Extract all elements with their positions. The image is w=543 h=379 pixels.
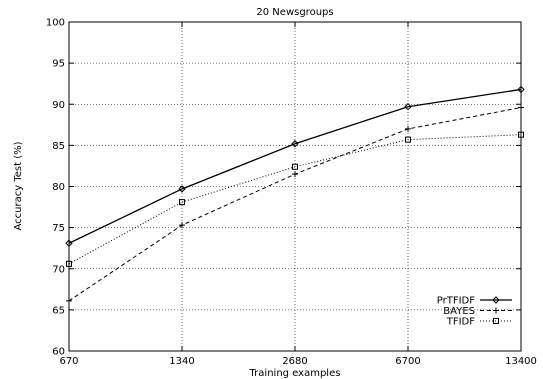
x-tick-label: 13400 [505, 356, 537, 367]
x-tick-label: 2680 [282, 356, 307, 367]
y-tick-label: 95 [52, 59, 65, 70]
x-tick-label: 1340 [169, 356, 194, 367]
legend-label: BAYES [443, 306, 475, 317]
y-tick-label: 80 [52, 182, 65, 193]
data-point [518, 105, 524, 111]
y-tick-label: 75 [52, 223, 65, 234]
x-tick-label: 6700 [395, 356, 420, 367]
data-point [405, 126, 411, 132]
y-tick-label: 85 [52, 141, 65, 152]
legend-marker [493, 308, 499, 314]
series-bayes [66, 105, 524, 304]
legend-label: PrTFIDF [437, 296, 475, 307]
y-tick-label: 90 [52, 100, 65, 111]
data-point [292, 171, 298, 177]
x-tick-label: 670 [59, 356, 78, 367]
legend-label: TFIDF [446, 317, 476, 328]
x-axis-label: Training examples [249, 368, 341, 379]
data-point [66, 298, 72, 304]
y-axis-label: Accuracy Test (%) [13, 141, 24, 230]
y-tick-label: 65 [52, 305, 65, 316]
chart-title: 20 Newsgroups [256, 7, 333, 18]
y-tick-label: 70 [52, 264, 65, 275]
data-point [179, 222, 185, 228]
y-tick-label: 100 [46, 18, 65, 29]
